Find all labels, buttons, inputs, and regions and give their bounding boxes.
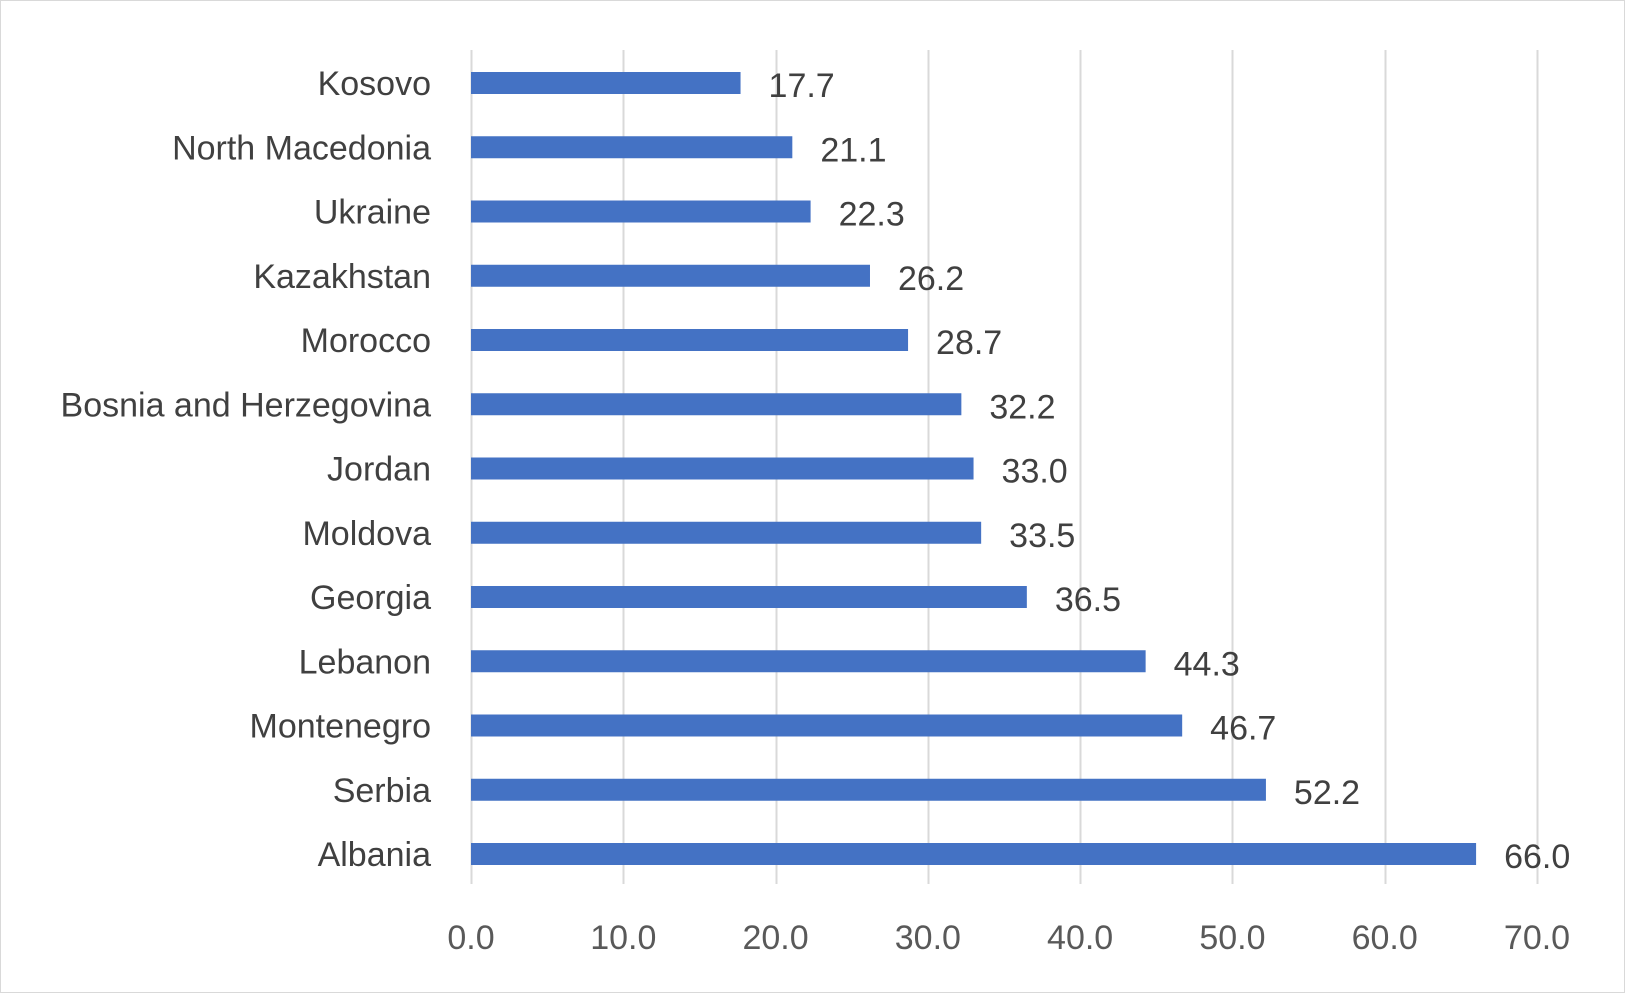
value-label-morocco: 28.7 [936, 324, 1002, 362]
category-label-lebanon: Lebanon [299, 643, 431, 681]
value-label-north-macedonia: 21.1 [820, 131, 886, 169]
value-label-bosnia-and-herzegovina: 32.2 [989, 388, 1055, 426]
bar-montenegro [471, 714, 1183, 737]
value-label-kosovo: 17.7 [769, 67, 835, 105]
bar-morocco [471, 329, 909, 351]
bar-jordan [471, 457, 974, 480]
x-tick-label-3: 30.0 [895, 919, 961, 957]
category-label-ukraine: Ukraine [314, 194, 431, 232]
category-label-morocco: Morocco [301, 322, 431, 360]
value-label-moldova: 33.5 [1009, 517, 1075, 555]
x-tick-label-2: 20.0 [742, 919, 808, 957]
x-tick-label-5: 50.0 [1199, 919, 1265, 957]
bar-serbia [471, 778, 1266, 801]
x-tick-label-6: 60.0 [1352, 919, 1418, 957]
value-label-lebanon: 44.3 [1174, 645, 1240, 683]
category-label-north-macedonia: North Macedonia [172, 129, 431, 167]
x-tick-label-0: 0.0 [447, 919, 494, 957]
value-label-montenegro: 46.7 [1210, 710, 1276, 748]
x-tick-label-4: 40.0 [1047, 919, 1113, 957]
bar-georgia [471, 586, 1027, 608]
value-label-jordan: 33.0 [1002, 453, 1068, 491]
bar-moldova [471, 521, 982, 544]
category-label-kosovo: Kosovo [318, 65, 431, 103]
bar-kazakhstan [471, 264, 870, 287]
category-label-montenegro: Montenegro [250, 708, 431, 746]
category-label-jordan: Jordan [327, 451, 431, 489]
bar-north-macedonia [471, 136, 793, 159]
category-label-georgia: Georgia [310, 579, 431, 617]
value-label-georgia: 36.5 [1055, 581, 1121, 619]
bar-albania [471, 843, 1477, 865]
bar-bosnia-and-herzegovina [471, 393, 962, 416]
value-label-kazakhstan: 26.2 [898, 260, 964, 298]
bar-lebanon [471, 650, 1146, 673]
value-label-serbia: 52.2 [1294, 774, 1360, 812]
bar-kosovo [471, 72, 741, 94]
category-label-albania: Albania [318, 836, 432, 874]
x-tick-label-7: 70.0 [1504, 919, 1570, 957]
category-label-serbia: Serbia [333, 772, 431, 810]
category-label-kazakhstan: Kazakhstan [253, 258, 431, 296]
value-label-albania: 66.0 [1504, 838, 1570, 876]
x-tick-label-1: 10.0 [590, 919, 656, 957]
bar-ukraine [471, 200, 811, 223]
category-label-bosnia-and-herzegovina: Bosnia and Herzegovina [61, 386, 432, 424]
category-label-moldova: Moldova [302, 515, 431, 553]
value-label-ukraine: 22.3 [839, 196, 905, 234]
